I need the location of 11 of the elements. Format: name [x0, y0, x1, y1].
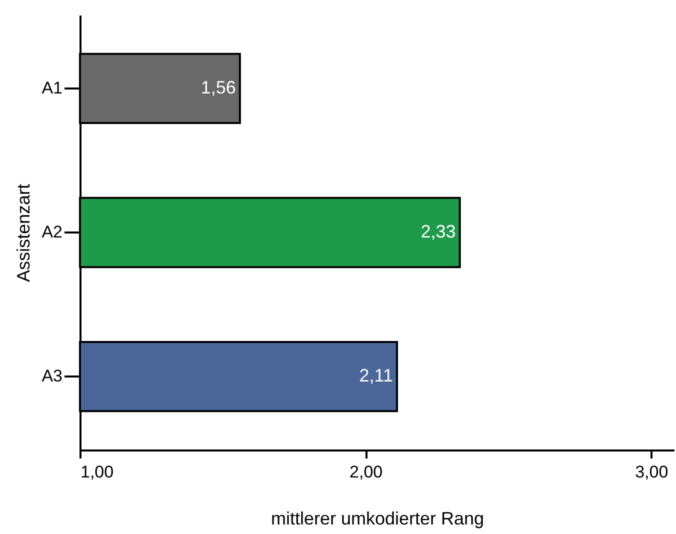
data-label: 2,11 — [359, 366, 393, 386]
y-axis-title: Assistenzart — [14, 184, 34, 282]
y-tick-label: A3 — [42, 366, 62, 386]
data-label: 2,33 — [420, 222, 456, 242]
x-tick-label: 2,00 — [350, 462, 383, 482]
x-tick-label: 1,00 — [80, 462, 114, 482]
data-label: 1,56 — [200, 77, 236, 98]
x-axis-title: mittlerer umkodierter Rang — [270, 508, 484, 528]
x-tick-label: 3,00 — [635, 462, 668, 482]
y-tick-label: A2 — [42, 222, 62, 242]
y-tick-label: A1 — [42, 78, 62, 98]
